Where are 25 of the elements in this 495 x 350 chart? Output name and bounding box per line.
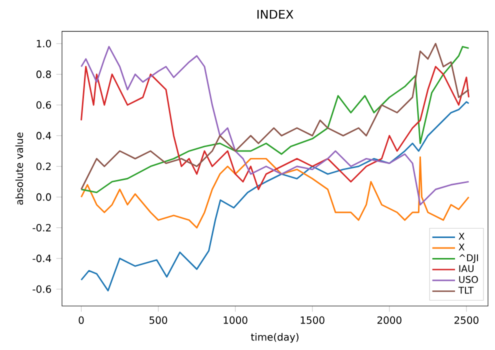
- line-series: [80, 156, 470, 228]
- legend-label: IAU: [459, 265, 474, 272]
- legend-label: ^DJI: [459, 254, 478, 264]
- y-tick-label: 0.4: [36, 132, 52, 140]
- x-tick-label: 2500: [454, 316, 478, 324]
- x-axis-title: time(day): [250, 333, 298, 343]
- y-tick-label: 1.0: [36, 40, 51, 48]
- y-tick-label: 0.8: [36, 70, 51, 78]
- y-tick-label: -0.4: [32, 254, 52, 262]
- y-tick-label: 0.0: [36, 193, 51, 201]
- y-tick-label: 0.2: [36, 162, 51, 170]
- y-tick-label: -0.2: [32, 224, 51, 232]
- x-tick-label: 0: [78, 316, 84, 324]
- legend-label: TLT: [458, 286, 474, 294]
- legend-label: X: [458, 232, 464, 240]
- chart-title: INDEX: [257, 10, 294, 19]
- x-tick-label: 1500: [300, 316, 324, 324]
- y-axis-title: absolute value: [15, 132, 24, 205]
- legend-label: USO: [459, 276, 478, 283]
- x-tick-label: 2000: [377, 316, 402, 324]
- x-tick-label: 500: [150, 316, 168, 324]
- y-tick-label: -0.6: [32, 285, 52, 293]
- legend-label: X: [458, 244, 464, 250]
- x-tick-label: 1000: [224, 316, 248, 324]
- y-tick-label: 0.6: [36, 101, 52, 109]
